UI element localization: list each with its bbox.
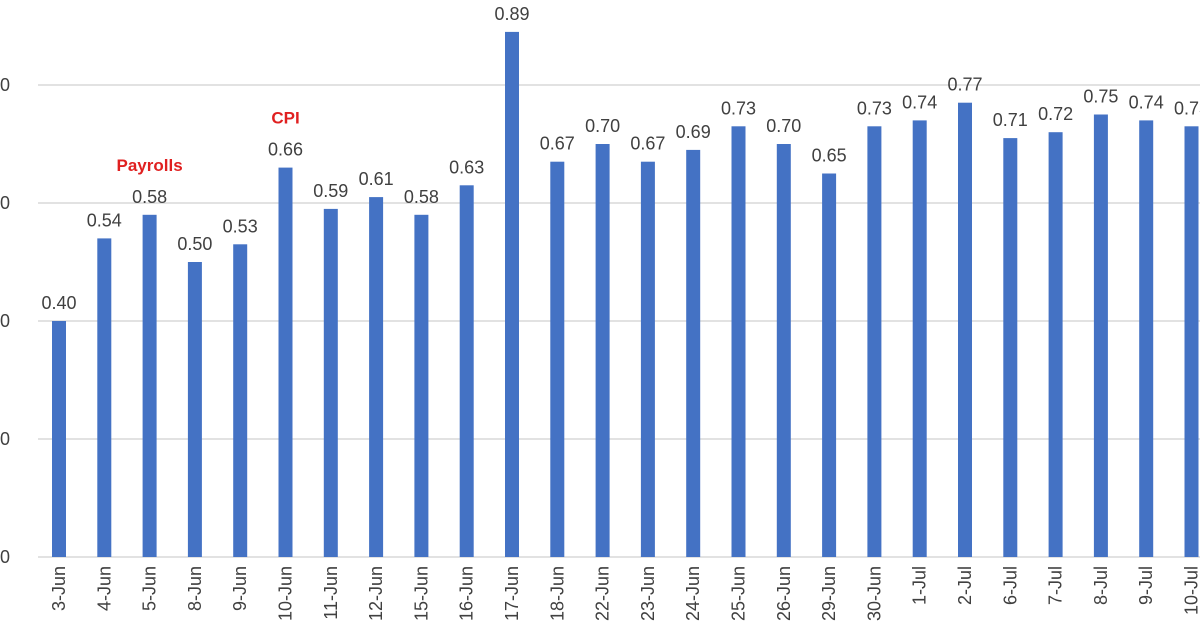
- bar: [912, 120, 927, 558]
- bar: [731, 126, 746, 558]
- bar: [52, 321, 66, 557]
- x-tick-label: 23-Jun: [638, 566, 658, 621]
- x-tick-label: 25-Jun: [729, 566, 749, 621]
- value-label: 0.73: [721, 98, 756, 118]
- x-tick-label: 16-Jun: [457, 566, 477, 621]
- bar: [278, 167, 293, 557]
- y-tick-label: 0.80: [0, 75, 10, 95]
- x-tick-label: 1-Jul: [910, 566, 930, 605]
- value-label: 0.70: [766, 116, 801, 136]
- x-tick-label: 7-Jul: [1046, 566, 1066, 605]
- x-tick-label: 15-Jun: [411, 566, 431, 621]
- bar: [323, 208, 338, 557]
- x-tick-label: 2-Jul: [955, 566, 975, 605]
- x-tick-label: 10-Jun: [276, 566, 296, 621]
- value-label: 0.58: [132, 187, 167, 207]
- x-tick-label: 10-Jul: [1182, 566, 1200, 615]
- bar: [1093, 114, 1108, 557]
- x-tick-label: 11-Jun: [321, 566, 341, 620]
- value-label: 0.73: [857, 98, 892, 118]
- bar: [640, 161, 655, 557]
- bar: [1048, 132, 1063, 557]
- x-tick-label: 4-Jun: [94, 566, 114, 611]
- bar: [97, 238, 112, 557]
- x-tick-label: 29-Jun: [819, 566, 839, 621]
- bar: [1003, 138, 1018, 557]
- bar: [1184, 126, 1199, 558]
- bar: [822, 173, 837, 557]
- bar: [550, 161, 565, 557]
- value-label: 0.74: [902, 92, 937, 112]
- x-tick-label: 12-Jun: [366, 566, 386, 621]
- bar: [595, 144, 610, 557]
- x-tick-label: 18-Jun: [547, 566, 567, 621]
- value-label: 0.70: [585, 116, 620, 136]
- value-label: 0.59: [313, 181, 348, 201]
- bar: [867, 126, 882, 558]
- value-label: 0.67: [540, 134, 575, 154]
- bar: [142, 214, 157, 558]
- value-label: 0.69: [676, 122, 711, 142]
- bar: [187, 262, 202, 557]
- bar: [369, 197, 384, 557]
- bar: [1139, 120, 1154, 558]
- x-tick-label: 8-Jun: [185, 566, 205, 611]
- y-tick-label: 0.40: [0, 311, 10, 331]
- annotation: CPI: [271, 109, 299, 128]
- value-label: 0.75: [1083, 87, 1118, 107]
- value-label: 0.74: [1129, 92, 1164, 112]
- value-label: 0.71: [993, 110, 1028, 130]
- value-label: 0.61: [359, 169, 394, 189]
- x-tick-label: 22-Jun: [593, 566, 613, 621]
- value-label: 0.40: [41, 293, 76, 313]
- bar: [505, 31, 519, 557]
- x-tick-label: 30-Jun: [864, 566, 884, 621]
- value-label: 0.77: [947, 75, 982, 95]
- value-label: 0.89: [494, 4, 529, 24]
- bar: [459, 185, 474, 558]
- value-label: 0.58: [404, 187, 439, 207]
- x-tick-label: 17-Jun: [502, 566, 522, 621]
- value-label: 0.73: [1174, 98, 1200, 118]
- bar: [233, 244, 248, 558]
- bar: [686, 149, 701, 557]
- bar: [958, 102, 972, 557]
- value-label: 0.65: [812, 146, 847, 166]
- x-tick-label: 9-Jul: [1136, 566, 1156, 605]
- x-tick-label: 24-Jun: [683, 566, 703, 621]
- x-tick-label: 26-Jun: [774, 566, 794, 621]
- x-tick-label: 6-Jul: [1000, 566, 1020, 605]
- value-label: 0.72: [1038, 104, 1073, 124]
- value-label: 0.53: [223, 216, 258, 236]
- value-label: 0.66: [268, 140, 303, 160]
- value-label: 0.54: [87, 210, 122, 230]
- value-label: 0.63: [449, 157, 484, 177]
- annotation: Payrolls: [117, 156, 183, 175]
- bar: [776, 144, 791, 557]
- x-tick-label: 8-Jul: [1091, 566, 1111, 605]
- x-tick-label: 3-Jun: [49, 566, 69, 611]
- bar: [414, 214, 429, 558]
- y-tick-label: 0.00: [0, 547, 10, 567]
- value-label: 0.67: [630, 134, 665, 154]
- y-tick-label: 0.60: [0, 193, 10, 213]
- x-tick-label: 5-Jun: [140, 566, 160, 611]
- x-tick-label: 9-Jun: [230, 566, 250, 611]
- y-tick-label: 0.20: [0, 429, 10, 449]
- value-label: 0.50: [177, 234, 212, 254]
